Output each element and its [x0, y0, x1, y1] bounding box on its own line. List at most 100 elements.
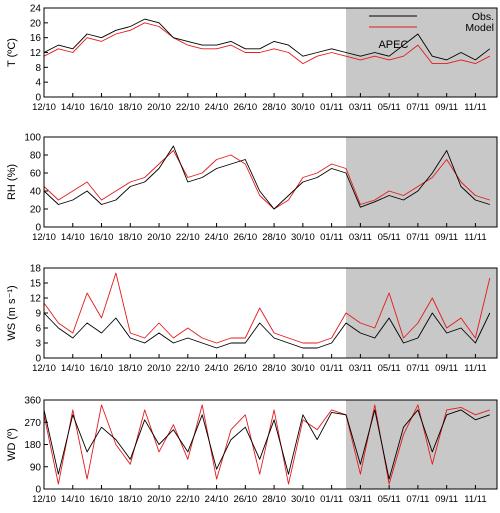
x-tick-label: 28/10 — [262, 363, 286, 374]
x-tick-label: 18/10 — [118, 102, 142, 113]
x-tick-label: 12/10 — [32, 363, 56, 374]
x-tick-label: 20/10 — [147, 102, 171, 113]
x-tick-label: 22/10 — [176, 232, 200, 243]
x-tick-label: 03/11 — [349, 494, 372, 505]
x-tick-label: 30/10 — [291, 102, 315, 113]
x-tick-label: 20/10 — [147, 232, 171, 243]
y-tick-label: 20 — [30, 205, 42, 216]
y-tick-label: 12 — [30, 294, 42, 305]
x-tick-label: 14/10 — [61, 494, 85, 505]
y-tick-label: 0 — [35, 223, 41, 234]
x-tick-label: 30/10 — [291, 232, 315, 243]
x-tick-label: 30/10 — [291, 363, 315, 374]
x-tick-label: 20/10 — [147, 363, 171, 374]
apec-label: APEC — [378, 39, 408, 51]
y-axis-label: WS (m s⁻¹) — [6, 285, 18, 340]
x-tick-label: 12/10 — [32, 102, 56, 113]
x-tick-label: 26/10 — [233, 102, 257, 113]
x-tick-label: 24/10 — [205, 232, 229, 243]
x-tick-label: 11/11 — [464, 494, 486, 505]
x-tick-label: 09/11 — [435, 363, 458, 374]
x-tick-label: 26/10 — [233, 232, 257, 243]
y-tick-label: 12 — [30, 48, 42, 59]
y-tick-label: 16 — [30, 33, 42, 44]
series-line-obs — [43, 409, 490, 480]
legend-label: Obs. — [472, 11, 494, 23]
x-tick-label: 11/11 — [464, 363, 486, 374]
x-tick-label: 14/10 — [61, 363, 85, 374]
x-tick-label: 28/10 — [262, 494, 286, 505]
y-tick-label: 180 — [24, 440, 41, 451]
x-tick-label: 14/10 — [61, 102, 85, 113]
y-tick-label: 6 — [35, 324, 41, 335]
y-tick-label: 40 — [30, 187, 42, 198]
x-tick-label: 09/11 — [435, 232, 458, 243]
y-tick-label: 0 — [35, 485, 41, 496]
x-tick-label: 26/10 — [233, 494, 257, 505]
x-tick-label: 11/11 — [464, 102, 486, 113]
x-tick-label: 24/10 — [205, 102, 229, 113]
series-line-model — [43, 404, 490, 485]
x-tick-label: 20/10 — [147, 494, 171, 505]
x-tick-label: 22/10 — [176, 102, 200, 113]
x-tick-label: 18/10 — [118, 494, 142, 505]
x-tick-label: 24/10 — [205, 494, 229, 505]
x-tick-label: 01/11 — [320, 494, 343, 505]
x-tick-label: 26/10 — [233, 363, 257, 374]
x-tick-label: 11/11 — [464, 232, 486, 243]
x-tick-label: 05/11 — [378, 363, 401, 374]
plot-frame — [43, 136, 498, 228]
y-tick-label: 270 — [24, 418, 41, 429]
y-tick-label: 9 — [35, 309, 41, 320]
x-tick-label: 22/10 — [176, 363, 200, 374]
y-tick-label: 0 — [35, 354, 41, 365]
y-tick-label: 24 — [30, 4, 42, 15]
y-tick-label: 100 — [24, 133, 41, 144]
x-tick-label: 30/10 — [291, 494, 315, 505]
x-tick-label: 09/11 — [435, 494, 458, 505]
series-line-obs — [43, 18, 491, 61]
x-tick-label: 07/11 — [406, 494, 429, 505]
x-tick-label: 18/10 — [118, 232, 142, 243]
series-line-obs — [43, 145, 490, 210]
x-tick-label: 05/11 — [378, 102, 401, 113]
x-tick-label: 07/11 — [406, 232, 429, 243]
apec-shade — [346, 137, 497, 227]
x-tick-label: 12/10 — [32, 494, 56, 505]
x-tick-label: 18/10 — [118, 363, 142, 374]
y-tick-label: 90 — [30, 462, 42, 473]
y-tick-label: 0 — [35, 93, 41, 104]
x-tick-label: 09/11 — [435, 102, 458, 113]
apec-shade — [346, 400, 497, 489]
x-tick-label: 07/11 — [406, 363, 429, 374]
x-tick-label: 03/11 — [349, 232, 372, 243]
y-tick-label: 18 — [30, 264, 42, 275]
y-tick-label: 8 — [35, 63, 41, 74]
y-tick-label: 4 — [35, 78, 41, 89]
x-tick-label: 12/10 — [32, 232, 56, 243]
series-line-model — [43, 22, 491, 65]
y-tick-label: 15 — [30, 279, 42, 290]
x-tick-label: 05/11 — [378, 232, 401, 243]
apec-shade — [346, 8, 497, 97]
legend-label: Model — [465, 22, 494, 34]
series-line-obs — [43, 312, 491, 349]
x-tick-label: 01/11 — [320, 363, 343, 374]
x-tick-label: 07/11 — [406, 102, 429, 113]
x-tick-label: 28/10 — [262, 102, 286, 113]
series-line-model — [43, 272, 491, 344]
y-tick-label: 60 — [30, 169, 42, 180]
y-tick-label: 3 — [35, 339, 41, 350]
apec-shade — [346, 268, 497, 358]
y-axis-label: T (ºC) — [6, 38, 18, 67]
x-tick-label: 01/11 — [320, 102, 343, 113]
x-tick-label: 05/11 — [378, 494, 401, 505]
x-tick-label: 01/11 — [320, 232, 343, 243]
x-tick-label: 03/11 — [349, 363, 372, 374]
y-tick-label: 80 — [30, 151, 42, 162]
x-tick-label: 22/10 — [176, 494, 200, 505]
y-axis-label: RH (%) — [6, 164, 18, 200]
x-tick-label: 16/10 — [90, 363, 114, 374]
x-tick-label: 16/10 — [90, 102, 114, 113]
